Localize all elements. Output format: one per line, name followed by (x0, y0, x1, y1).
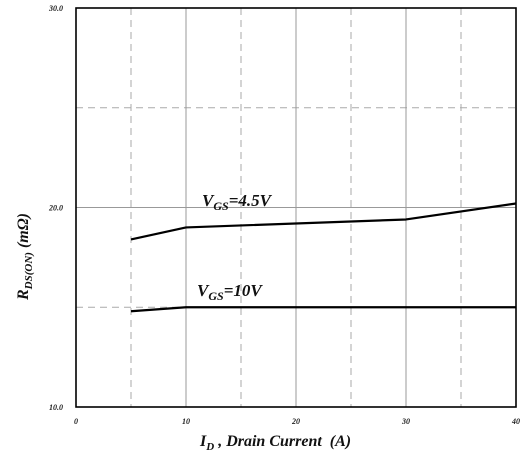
grid-lines (76, 8, 516, 407)
x-tick-label: 0 (74, 417, 78, 426)
y-tick-label: 30.0 (48, 4, 63, 13)
x-tick-label: 10 (182, 417, 190, 426)
series-lines (130, 202, 517, 313)
tick-labels: 0 10 20 30 40 10.0 20.0 30.0 (48, 4, 520, 426)
y-tick-label: 10.0 (49, 403, 63, 412)
x-axis-title: ID , Drain Current (A) (199, 433, 351, 453)
x-tick-label: 20 (291, 417, 300, 426)
series-label-vgs-10v: VGS=10V (197, 281, 263, 303)
y-axis-title: RDS(ON) (mΩ) (15, 213, 35, 301)
plot-frame (75, 7, 517, 408)
x-tick-label: 30 (401, 417, 410, 426)
series-label-vgs-4-5v: VGS=4.5V (202, 191, 273, 213)
series-line-1 (130, 306, 516, 313)
series-line-0 (130, 202, 517, 241)
y-tick-label: 20.0 (48, 204, 63, 213)
x-tick-label: 40 (511, 417, 520, 426)
